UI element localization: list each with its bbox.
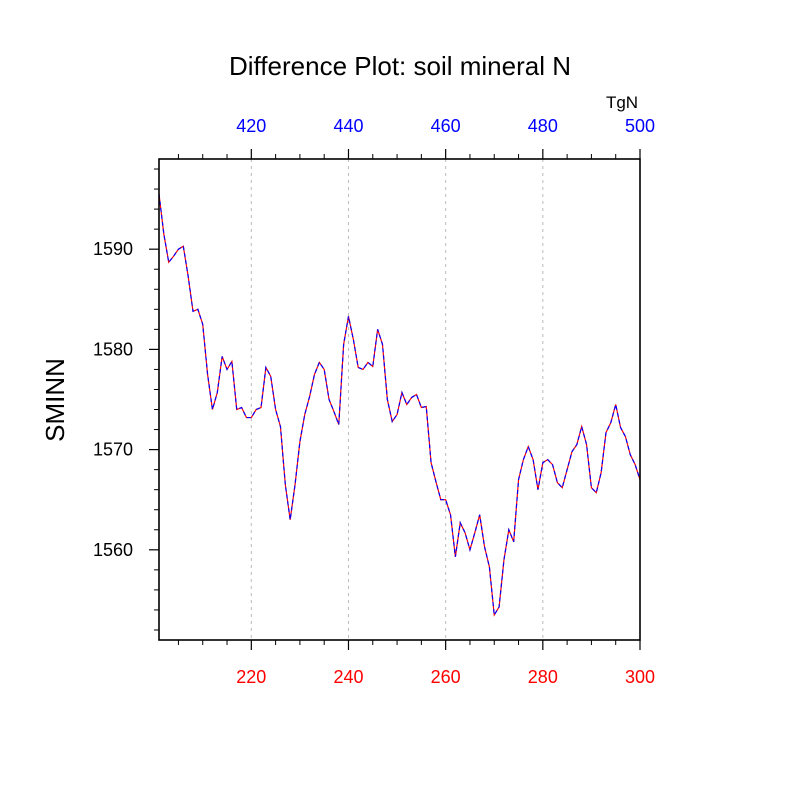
x-tick-label: 220 xyxy=(236,667,266,687)
y-tick-label: 1590 xyxy=(93,239,133,259)
top-tick-label: 420 xyxy=(236,116,266,136)
y-tick-label: 1570 xyxy=(93,440,133,460)
x-tick-label: 240 xyxy=(333,667,363,687)
x-tick-label: 260 xyxy=(431,667,461,687)
top-tick-label: 440 xyxy=(333,116,363,136)
series-group xyxy=(158,193,641,617)
y-tick-label: 1580 xyxy=(93,339,133,359)
axes: 220 240 260 280 300 420 440 460 480 500 1560 1570 15… xyxy=(93,116,655,687)
top-tick-label: 480 xyxy=(528,116,558,136)
chart-title: Difference Plot: soil mineral N xyxy=(229,51,571,81)
x-tick-label: 300 xyxy=(625,667,655,687)
top-tick-label: 460 xyxy=(431,116,461,136)
x-tick-label: 280 xyxy=(528,667,558,687)
top-tick-label: 500 xyxy=(625,116,655,136)
top-axis-unit: TgN xyxy=(606,93,638,112)
grid xyxy=(250,159,544,640)
series-line-dashed xyxy=(158,193,641,617)
y-axis-label: SMINN xyxy=(40,358,70,442)
y-tick-label: 1560 xyxy=(93,540,133,560)
plot-frame xyxy=(158,158,641,641)
